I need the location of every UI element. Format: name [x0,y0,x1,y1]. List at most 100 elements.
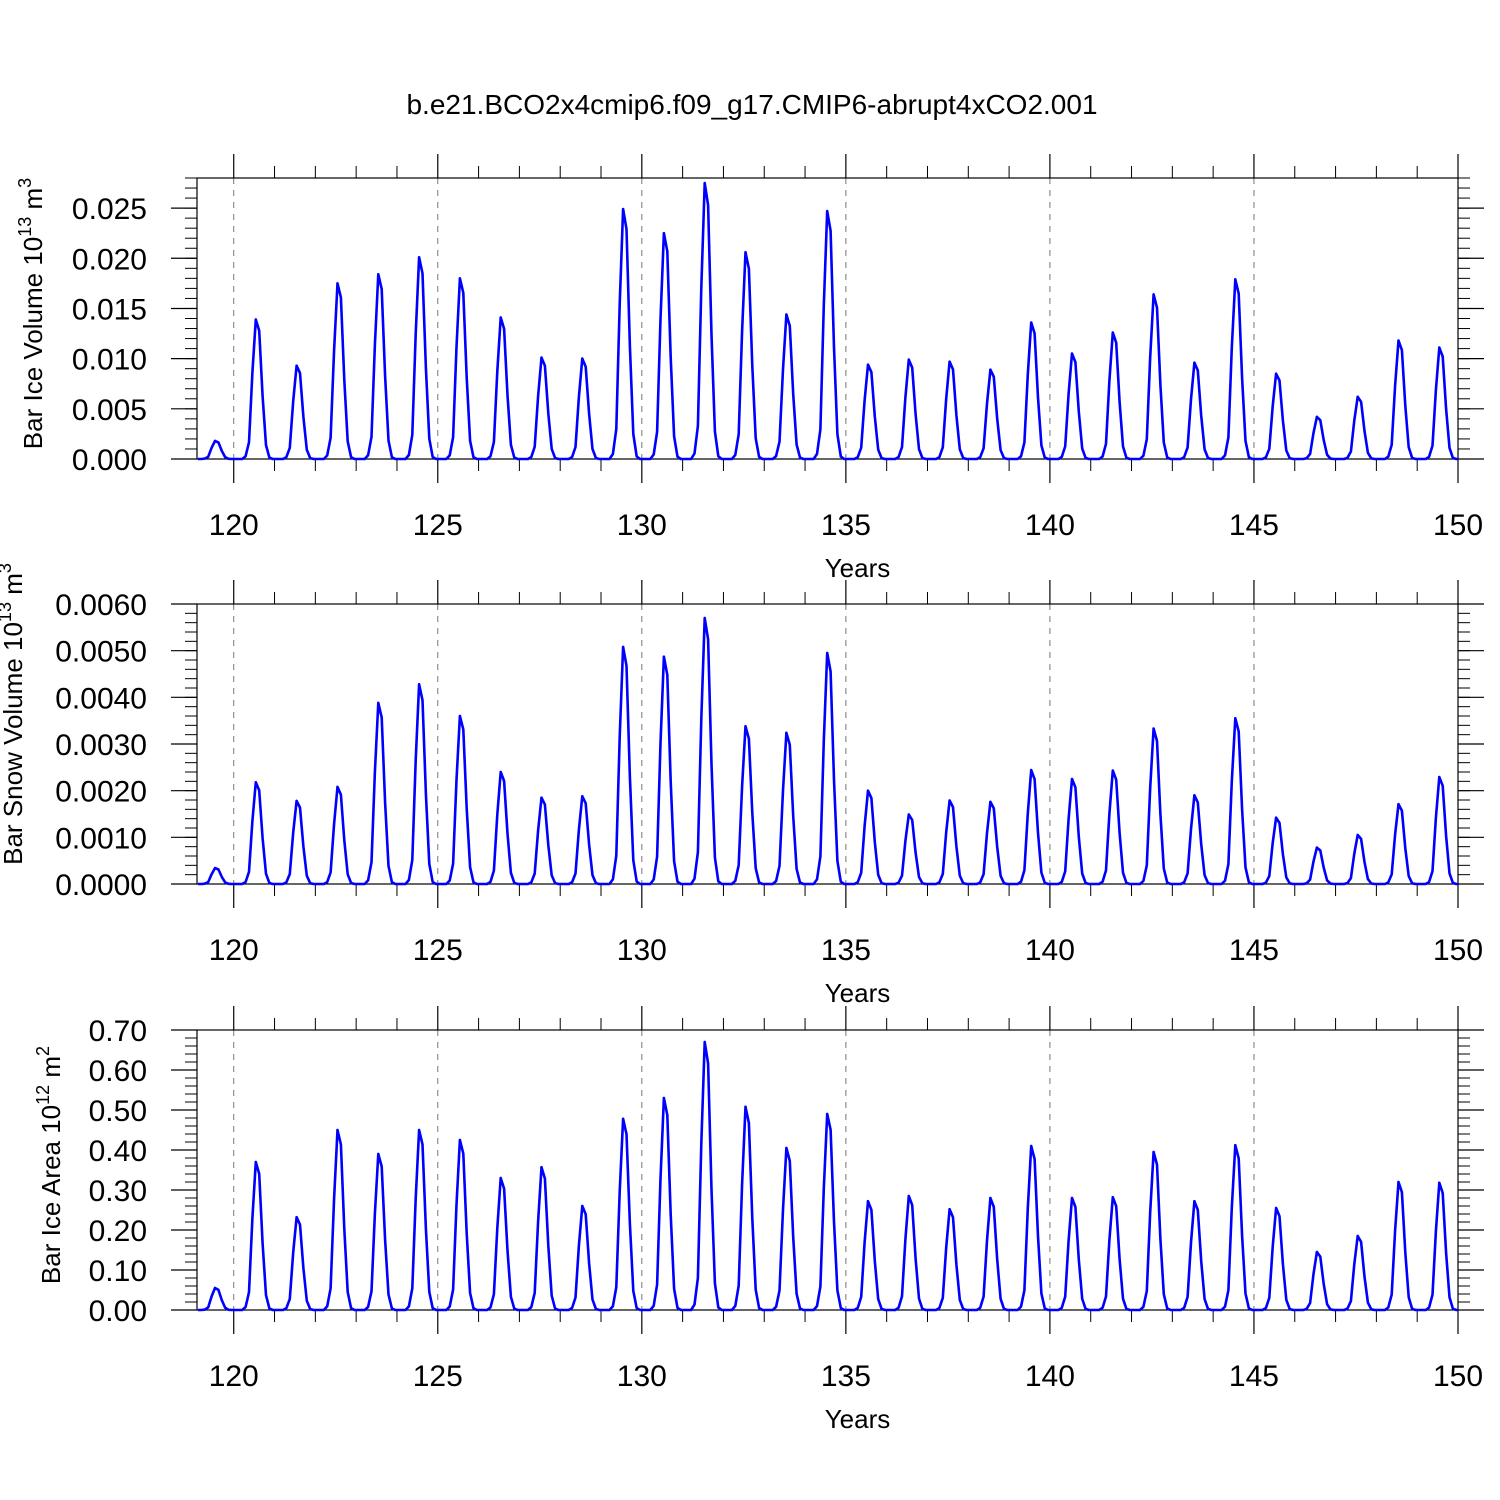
x-tick-label: 140 [1025,509,1075,542]
x-axis-label: Years [825,978,891,1008]
y-tick-label: 0.70 [89,1015,147,1048]
data-point [1315,1250,1319,1254]
data-point [1111,331,1115,334]
data-point [1193,1200,1196,1203]
y-tick-label: 0.0060 [55,589,147,622]
data-point [662,655,666,658]
data-point [907,358,910,361]
x-tick-label: 145 [1229,1360,1279,1393]
data-point [1152,727,1155,730]
data-point [213,866,217,870]
data-point [621,1117,625,1121]
y-tick-label: 0.30 [89,1175,147,1208]
data-point [1193,794,1196,797]
data-point [295,364,298,367]
y-axis-label-unit: m [18,188,48,217]
y-tick-label: 0.015 [72,293,147,326]
x-tick-label: 150 [1433,509,1483,542]
data-point [785,731,788,734]
y-tick-label: 0.0000 [55,869,147,902]
data-point [703,181,706,185]
x-tick-label: 150 [1433,1360,1483,1393]
data-point [1315,415,1319,419]
data-point [989,800,992,804]
data-point [336,1128,339,1132]
data-point [662,231,666,235]
data-point [907,813,910,816]
data-point [1070,352,1074,355]
data-point [499,770,502,774]
x-tick-label: 125 [413,934,463,967]
y-axis-label-unit: m [0,573,28,602]
data-point [213,439,217,443]
y-tick-label: 0.000 [72,444,147,477]
data-point [866,1200,870,1203]
series-line [198,616,1458,886]
y-tick-label: 0.00 [89,1295,147,1328]
y-tick-label: 0.50 [89,1095,147,1128]
y-axis-label-text: Bar Ice Volume 10 [18,237,48,449]
data-point [744,1105,747,1109]
y-axis-label-unit-exponent: 3 [0,563,15,573]
data-point [377,701,380,705]
y-tick-label: 0.0050 [55,636,147,669]
data-point [336,282,339,285]
y-axis-label-unit-exponent: 2 [33,1046,53,1056]
x-tick-label: 120 [209,1360,259,1393]
data-point [1152,1150,1155,1154]
data-point [540,1166,543,1169]
x-tick-label: 120 [209,509,259,542]
data-point [703,1040,706,1044]
data-point [1030,1144,1033,1148]
y-tick-label: 0.005 [72,394,147,427]
y-axis-label: Bar Ice Area 1012 m2 [33,1046,66,1284]
y-axis-label-exponent: 13 [0,602,15,622]
data-point [377,273,380,276]
data-point [499,1176,502,1180]
y-tick-label: 0.60 [89,1055,147,1088]
x-tick-label: 135 [821,1360,871,1393]
data-point [621,645,625,649]
data-point [458,714,462,718]
data-point [1234,278,1237,281]
data-point [744,725,747,728]
x-tick-label: 145 [1229,509,1279,542]
x-tick-label: 145 [1229,934,1279,967]
plot-frame [196,1029,1459,1311]
data-point [785,1146,788,1150]
data-point [785,313,788,316]
data-point [1438,775,1441,779]
data-point [866,363,870,366]
y-axis-label-text: Bar Ice Area 10 [36,1105,66,1284]
y-tick-label: 0.020 [72,243,147,276]
data-point [540,796,543,799]
data-point [336,785,339,789]
series-line [198,1040,1458,1312]
data-point [825,1112,829,1116]
y-tick-label: 0.10 [89,1255,147,1288]
y-tick-label: 0.025 [72,193,147,226]
data-point [1152,293,1155,296]
y-tick-label: 0.010 [72,344,147,377]
data-point [948,1208,951,1211]
data-point [1274,372,1278,375]
data-point [1397,339,1400,342]
y-axis-label-text: Bar Snow Volume 10 [0,622,28,865]
data-point [1111,1196,1115,1199]
data-point [1274,1206,1278,1210]
data-point [1274,816,1278,819]
data-point [703,616,706,620]
x-tick-label: 125 [413,1360,463,1393]
data-point [1356,395,1359,398]
y-axis-label-unit-exponent: 3 [15,178,35,188]
data-point [458,1138,462,1142]
y-axis-label-exponent: 12 [33,1085,53,1105]
data-point [458,277,462,280]
x-tick-label: 135 [821,934,871,967]
data-point [621,207,625,211]
data-point [581,795,584,798]
data-point [1397,803,1400,806]
x-tick-label: 140 [1025,934,1075,967]
data-point [1234,717,1237,720]
